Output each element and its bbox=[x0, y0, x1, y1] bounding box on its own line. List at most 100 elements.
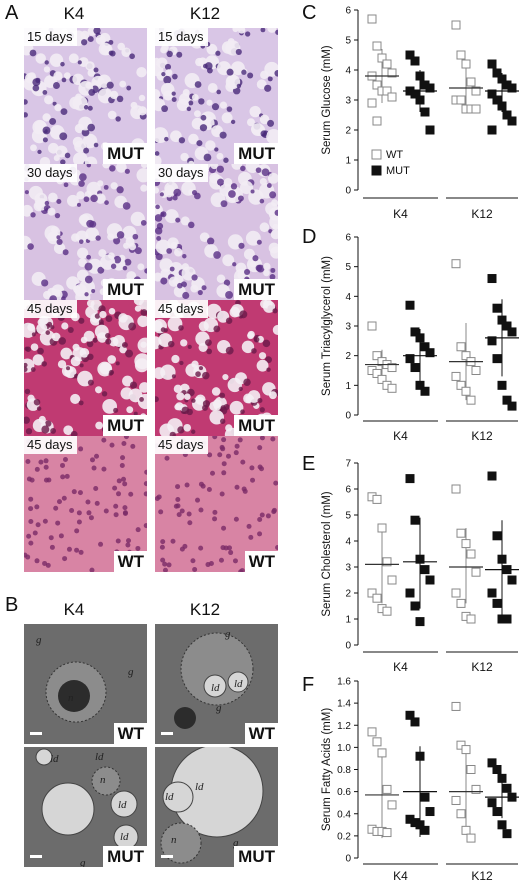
data-point-mut bbox=[410, 363, 420, 373]
panel-letter-b: B bbox=[5, 594, 19, 616]
y-tick-label: 0.2 bbox=[337, 831, 351, 842]
data-point-wt bbox=[451, 484, 461, 494]
group-label: K4 bbox=[393, 207, 408, 221]
data-point-mut bbox=[502, 110, 512, 120]
data-point-wt bbox=[471, 86, 481, 96]
timepoint-label: 45 days bbox=[24, 436, 77, 454]
data-point-wt bbox=[466, 614, 476, 624]
legend-wt-label: WT bbox=[386, 149, 403, 161]
data-point-mut bbox=[405, 814, 415, 824]
organelle-label: ld bbox=[165, 791, 174, 803]
histology-image: 30 days MUT bbox=[24, 164, 147, 300]
data-point-wt bbox=[372, 826, 382, 836]
genotype-label: MUT bbox=[103, 279, 147, 300]
data-point-wt bbox=[372, 351, 382, 361]
data-point-mut bbox=[410, 89, 420, 99]
data-point-mut bbox=[415, 380, 425, 390]
genotype-label: WT bbox=[244, 723, 278, 744]
data-point-mut bbox=[425, 348, 435, 358]
data-point-mut bbox=[410, 717, 420, 727]
data-point-mut bbox=[497, 773, 507, 783]
histology-image: 45 days WT bbox=[24, 436, 147, 572]
data-point-mut bbox=[492, 68, 502, 78]
genotype-label: MUT bbox=[234, 415, 278, 436]
data-point-wt bbox=[466, 549, 476, 559]
organelle-label: ld bbox=[120, 831, 129, 843]
data-point-mut bbox=[415, 820, 425, 830]
data-point-mut bbox=[487, 89, 497, 99]
data-point-mut bbox=[420, 565, 430, 575]
panel-letter-c: C bbox=[302, 2, 317, 24]
data-point-wt bbox=[367, 98, 377, 108]
data-point-wt bbox=[451, 795, 461, 805]
data-point-mut bbox=[425, 575, 435, 585]
data-point-mut bbox=[410, 515, 420, 525]
data-point-mut bbox=[497, 315, 507, 325]
data-point-mut bbox=[425, 83, 435, 93]
data-point-mut bbox=[420, 386, 430, 396]
data-point-mut bbox=[425, 807, 435, 817]
y-tick-label: 3 bbox=[345, 322, 351, 333]
data-point-wt bbox=[461, 104, 471, 114]
y-tick-label: 1 bbox=[345, 381, 351, 392]
histology-image: 30 days MUT bbox=[155, 164, 278, 300]
data-point-mut bbox=[507, 401, 517, 411]
histology-image: 15 days MUT bbox=[155, 28, 278, 164]
y-axis-label: Serum Triacylglycerol (mM) bbox=[321, 256, 333, 396]
data-point-wt bbox=[377, 53, 387, 63]
data-point-mut bbox=[502, 321, 512, 331]
organelle-label: ld bbox=[95, 751, 104, 763]
data-point-wt bbox=[456, 598, 466, 608]
data-point-mut bbox=[415, 554, 425, 564]
data-point-wt bbox=[387, 575, 397, 585]
y-tick-label: 2 bbox=[345, 589, 351, 600]
data-point-wt bbox=[451, 259, 461, 269]
y-tick-label: 6 bbox=[345, 485, 351, 496]
data-point-wt bbox=[461, 539, 471, 549]
data-point-mut bbox=[497, 820, 507, 830]
scale-bar bbox=[161, 732, 173, 735]
data-point-wt bbox=[377, 86, 387, 96]
data-point-mut bbox=[420, 825, 430, 835]
genotype-label: MUT bbox=[103, 415, 147, 436]
data-point-wt bbox=[372, 737, 382, 747]
data-point-wt bbox=[377, 523, 387, 533]
histology-col-k12: K12 bbox=[189, 4, 221, 23]
histology-image: 45 days MUT bbox=[24, 300, 147, 436]
data-point-mut bbox=[420, 80, 430, 90]
genotype-label: MUT bbox=[234, 846, 278, 867]
em-image: g ld ld g WT bbox=[155, 624, 278, 744]
data-point-mut bbox=[410, 56, 420, 66]
data-point-wt bbox=[382, 557, 392, 567]
data-point-wt bbox=[461, 745, 471, 755]
data-point-wt bbox=[451, 588, 461, 598]
data-point-wt bbox=[471, 366, 481, 375]
em-col-k12: K12 bbox=[189, 600, 221, 619]
data-point-mut bbox=[415, 751, 425, 761]
y-tick-label: 1 bbox=[345, 615, 351, 626]
organelle-label: g bbox=[233, 837, 239, 849]
data-point-wt bbox=[456, 380, 466, 390]
timepoint-label: 15 days bbox=[24, 28, 77, 46]
y-tick-label: 2 bbox=[345, 351, 351, 362]
organelle-label: g bbox=[36, 634, 42, 646]
data-point-wt bbox=[367, 321, 377, 331]
data-point-mut bbox=[502, 565, 512, 575]
data-point-mut bbox=[420, 342, 430, 352]
scale-bar bbox=[30, 732, 42, 735]
panel-letter-e: E bbox=[302, 453, 316, 475]
data-point-wt bbox=[367, 588, 377, 598]
data-point-wt bbox=[367, 14, 377, 24]
y-tick-label: 0.8 bbox=[337, 765, 351, 776]
data-point-wt bbox=[372, 116, 382, 126]
data-point-mut bbox=[497, 380, 507, 390]
timepoint-label: 30 days bbox=[24, 164, 77, 182]
timepoint-label: 45 days bbox=[155, 436, 208, 454]
data-point-wt bbox=[466, 104, 476, 114]
data-point-mut bbox=[492, 598, 502, 608]
data-point-wt bbox=[466, 77, 476, 87]
data-point-mut bbox=[487, 588, 497, 598]
data-point-mut bbox=[487, 59, 497, 69]
data-point-mut bbox=[492, 303, 502, 313]
data-point-mut bbox=[497, 614, 507, 624]
